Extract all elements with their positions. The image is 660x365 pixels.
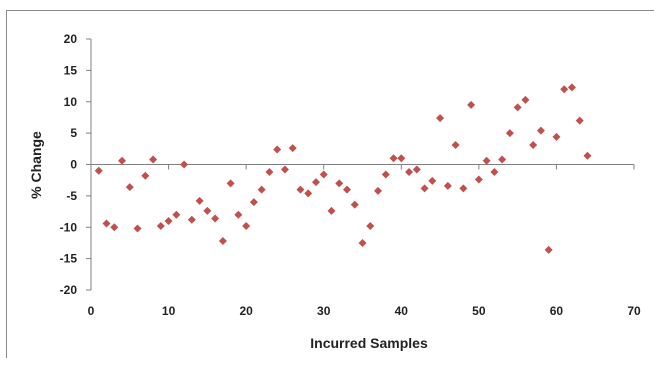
data-point [180,160,189,169]
x-tick-label: 0 [88,304,95,318]
data-point [203,206,212,215]
data-point [428,176,437,185]
data-point [451,141,460,150]
y-tick-label: -10 [60,220,78,234]
data-point [296,185,305,194]
data-point [552,132,561,141]
data-point [529,141,538,150]
data-point [436,114,445,123]
x-tick-label: 60 [550,304,564,318]
x-axis-title: Incurred Samples [310,335,428,351]
data-point [249,198,258,207]
data-point [164,216,173,225]
data-point [335,179,344,188]
data-point [459,184,468,193]
data-point [381,170,390,179]
data-point [257,185,266,194]
y-tick-label: 0 [70,158,77,172]
data-point [366,221,375,230]
data-point [350,200,359,209]
data-point [420,184,429,193]
data-point [397,154,406,163]
x-tick-label: 30 [317,304,331,318]
data-point [149,155,158,164]
y-tick-label: 20 [64,32,78,46]
data-point [226,179,235,188]
data-point [110,223,119,232]
data-point [102,219,111,228]
data-point [172,210,181,219]
chart-frame [6,10,654,358]
x-tick-label: 70 [627,304,641,318]
x-tick-label: 50 [472,304,486,318]
data-point [118,156,127,165]
data-point [187,215,196,224]
x-tick-label: 20 [239,304,253,318]
data-point [234,210,243,219]
y-tick-label: 10 [64,95,78,109]
data-point [412,165,421,174]
data-point [311,178,320,187]
data-point [358,238,367,247]
data-point [195,196,204,205]
y-tick-label: -20 [60,283,78,297]
data-point [304,189,313,198]
y-tick-label: 5 [70,126,77,140]
data-point [583,151,592,160]
data-point [133,224,142,233]
data-point [443,181,452,190]
data-point [327,206,336,215]
data-point [265,168,274,177]
data-point [498,155,507,164]
data-point [211,214,220,223]
data-point [374,186,383,195]
data-point [575,116,584,125]
data-point [544,245,553,254]
y-tick-label: 15 [64,63,78,77]
data-point [288,144,297,153]
data-point [342,185,351,194]
data-point [319,170,328,179]
data-point [156,221,165,230]
y-axis-title: % Change [28,131,44,199]
data-point [505,129,514,138]
data-point [560,85,569,94]
data-point [141,171,150,180]
data-point [536,126,545,135]
data-point [567,83,576,92]
data-point [218,237,227,246]
y-tick-label: -15 [60,252,78,266]
data-point [94,166,103,175]
data-point [474,175,483,184]
data-point [125,183,134,192]
data-point [389,154,398,163]
y-tick-label: -5 [66,189,77,203]
data-point [521,95,530,104]
data-point [405,168,414,177]
data-point [273,145,282,154]
data-point [513,103,522,112]
data-point [467,100,476,109]
data-point [280,165,289,174]
data-point [482,156,491,165]
x-tick-label: 10 [162,304,176,318]
data-point [242,221,251,230]
data-point [490,168,499,177]
x-tick-label: 40 [395,304,409,318]
